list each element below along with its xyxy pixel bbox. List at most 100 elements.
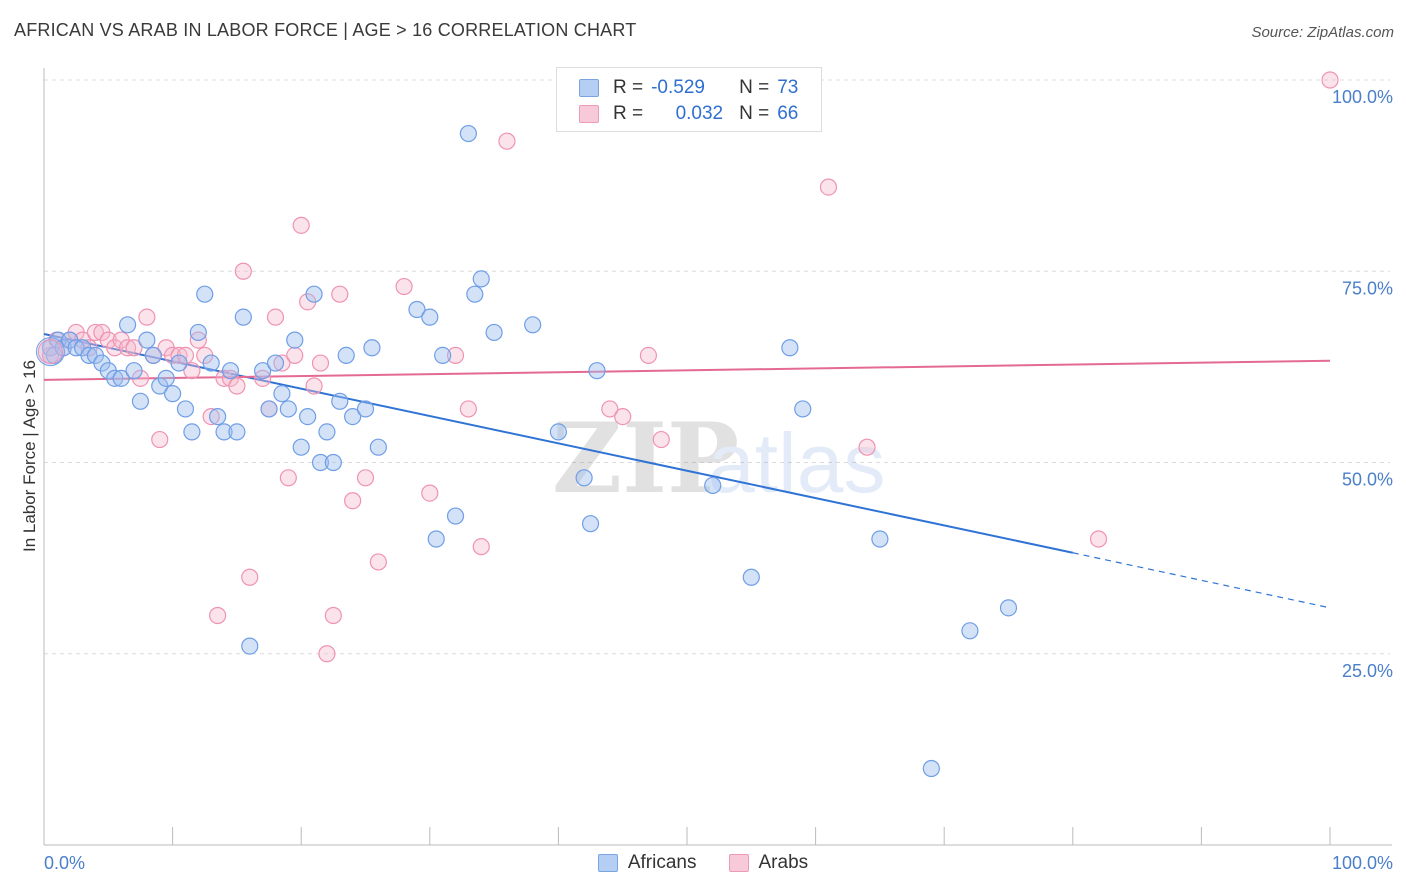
point-arabs bbox=[118, 339, 137, 357]
watermark: ZIP atlas bbox=[552, 402, 885, 515]
point-arabs bbox=[652, 430, 670, 449]
trendline-africans-dashed bbox=[1072, 552, 1331, 609]
point-africans bbox=[588, 362, 606, 380]
point-arabs bbox=[151, 430, 169, 449]
point-africans bbox=[466, 285, 484, 303]
point-africans bbox=[549, 423, 568, 441]
point-arabs bbox=[286, 346, 304, 364]
point-arabs bbox=[125, 339, 143, 357]
point-africans bbox=[324, 453, 342, 472]
point-africans bbox=[144, 346, 162, 364]
point-africans bbox=[80, 346, 98, 364]
point-africans bbox=[742, 568, 760, 586]
point-africans bbox=[228, 423, 246, 441]
point-arabs bbox=[858, 438, 876, 456]
arabs-n-value: 66 bbox=[777, 103, 799, 124]
point-arabs bbox=[498, 132, 516, 150]
stats-legend: R = -0.529 N = 73 R = 0.032 N = 66 bbox=[556, 67, 822, 132]
point-africans bbox=[331, 392, 349, 410]
point-africans bbox=[999, 599, 1018, 617]
point-africans bbox=[922, 759, 940, 778]
y-tick-label: 75.0% bbox=[1342, 278, 1393, 298]
axes bbox=[43, 68, 1392, 846]
africans-swatch bbox=[579, 79, 599, 97]
point-africans bbox=[35, 337, 65, 367]
point-africans bbox=[279, 400, 297, 418]
point-africans bbox=[459, 124, 477, 143]
point-africans bbox=[344, 408, 362, 426]
point-africans bbox=[273, 385, 291, 403]
watermark-atlas: atlas bbox=[708, 416, 885, 510]
point-africans bbox=[356, 400, 375, 418]
africans-n-label: N = bbox=[739, 77, 770, 98]
arabs-r-value: 0.032 bbox=[675, 103, 724, 124]
y-tick-label: 50.0% bbox=[1342, 470, 1393, 490]
point-africans bbox=[427, 530, 445, 548]
point-arabs bbox=[228, 377, 246, 395]
point-arabs bbox=[356, 469, 375, 487]
point-arabs bbox=[819, 178, 838, 196]
x-tick-label: 100.0% bbox=[1332, 853, 1393, 873]
point-arabs bbox=[37, 339, 63, 365]
source-label: Source: ZipAtlas.com bbox=[1251, 24, 1394, 41]
point-africans bbox=[138, 331, 156, 349]
point-arabs bbox=[459, 400, 477, 418]
trendline-arabs bbox=[43, 359, 1331, 381]
point-africans bbox=[524, 316, 542, 334]
point-arabs bbox=[292, 216, 310, 234]
point-africans bbox=[215, 423, 233, 441]
point-arabs bbox=[241, 568, 259, 586]
africans-n-value: 73 bbox=[777, 77, 799, 98]
point-africans bbox=[112, 369, 130, 387]
point-africans bbox=[363, 339, 381, 357]
legend-row-arabs: R = 0.032 N = 66 bbox=[579, 102, 798, 126]
point-africans bbox=[118, 316, 137, 334]
point-africans bbox=[234, 308, 252, 326]
y-axis-label: In Labor Force | Age > 16 bbox=[20, 360, 39, 552]
point-africans bbox=[131, 392, 150, 410]
point-africans bbox=[170, 354, 188, 372]
arabs-r-label: R = bbox=[613, 103, 644, 124]
point-africans bbox=[581, 515, 600, 533]
legend-row-africans: R = -0.529 N = 73 bbox=[579, 76, 798, 100]
point-africans bbox=[164, 385, 182, 403]
point-africans bbox=[176, 400, 195, 418]
point-africans bbox=[961, 622, 979, 640]
point-africans bbox=[871, 530, 889, 548]
point-africans bbox=[106, 369, 124, 387]
point-africans bbox=[209, 408, 227, 426]
point-africans bbox=[260, 400, 278, 418]
point-arabs bbox=[1089, 530, 1108, 548]
point-arabs bbox=[614, 408, 632, 426]
x-tick-label: 0.0% bbox=[44, 853, 85, 873]
arabs-n-label: N = bbox=[739, 103, 770, 124]
tick-labels: 100.0% 75.0% 50.0% 25.0% 0.0% 100.0% bbox=[44, 87, 1393, 873]
data-points bbox=[35, 71, 1339, 778]
point-africans bbox=[125, 362, 143, 380]
arabs-swatch bbox=[579, 105, 599, 123]
point-arabs bbox=[395, 277, 413, 296]
point-africans bbox=[311, 453, 330, 472]
point-africans bbox=[254, 362, 272, 380]
point-africans bbox=[434, 346, 452, 364]
point-africans bbox=[286, 331, 304, 349]
point-arabs bbox=[183, 362, 201, 380]
point-arabs bbox=[344, 492, 362, 510]
point-arabs bbox=[279, 469, 297, 487]
point-arabs bbox=[234, 262, 252, 280]
point-africans bbox=[472, 270, 490, 288]
point-arabs bbox=[311, 354, 330, 372]
point-arabs bbox=[472, 538, 490, 556]
point-arabs bbox=[273, 354, 291, 372]
africans-r-label: R = bbox=[613, 77, 644, 98]
point-africans bbox=[305, 285, 323, 303]
point-africans bbox=[781, 339, 799, 357]
point-africans bbox=[318, 423, 336, 441]
point-africans bbox=[446, 507, 465, 525]
point-arabs bbox=[369, 553, 387, 571]
point-arabs bbox=[305, 377, 323, 395]
point-arabs bbox=[209, 606, 227, 625]
point-africans bbox=[299, 408, 317, 426]
gridlines bbox=[44, 79, 1390, 655]
